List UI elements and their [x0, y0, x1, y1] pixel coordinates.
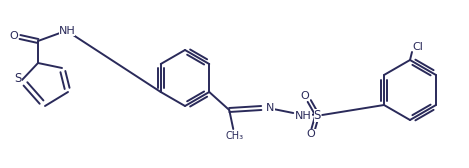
Text: S: S — [15, 73, 22, 86]
Text: O: O — [307, 129, 316, 139]
Text: O: O — [10, 31, 18, 41]
Text: NH: NH — [295, 111, 312, 121]
Text: N: N — [266, 103, 275, 113]
Text: Cl: Cl — [413, 42, 424, 52]
Text: S: S — [314, 109, 321, 121]
Text: CH₃: CH₃ — [225, 131, 243, 141]
Text: NH: NH — [59, 26, 76, 36]
Text: O: O — [301, 91, 310, 101]
